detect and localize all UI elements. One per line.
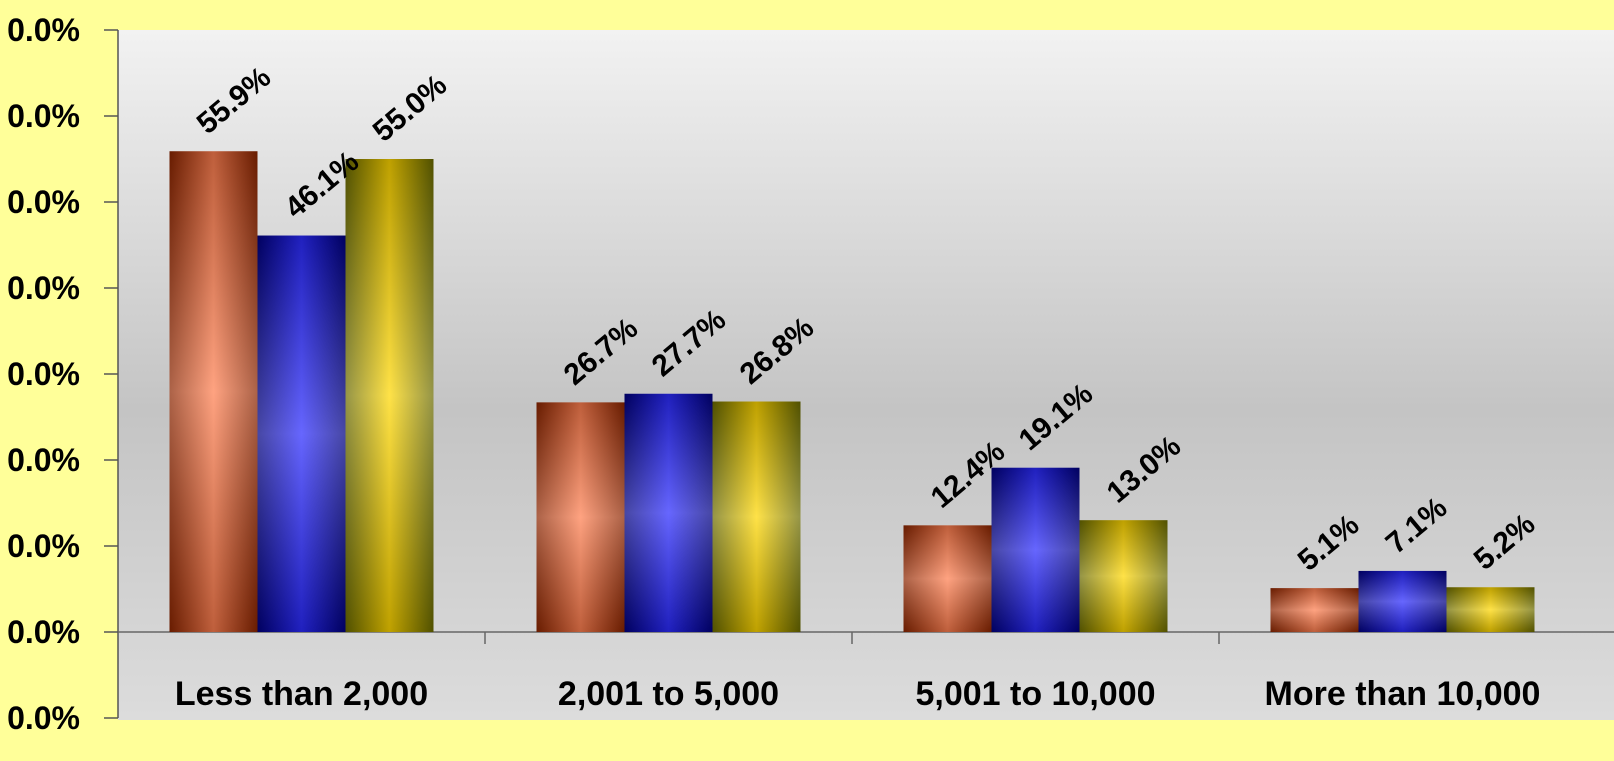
bar — [536, 402, 625, 632]
y-tick-label: 0.0% — [7, 528, 80, 564]
bar-shade — [536, 402, 625, 632]
bar — [257, 235, 346, 633]
bar-shade — [1079, 520, 1168, 632]
bar — [991, 467, 1080, 632]
bar — [903, 525, 992, 632]
y-tick-label: 0.0% — [7, 442, 80, 478]
bar — [345, 159, 434, 632]
bar — [1079, 520, 1168, 632]
x-tick-label: Less than 2,000 — [175, 675, 428, 713]
bar-shade — [1446, 587, 1535, 632]
y-tick-label: 0.0% — [7, 98, 80, 134]
bar-shade — [1358, 570, 1447, 632]
bars-layer — [169, 151, 1535, 633]
bar-shade — [257, 235, 346, 633]
bar — [1446, 587, 1535, 632]
x-tick-label: 2,001 to 5,000 — [558, 675, 779, 713]
y-tick-label: 0.0% — [7, 614, 80, 650]
bar — [712, 401, 801, 632]
y-tick-label: 0.0% — [7, 184, 80, 220]
bar-shade — [991, 467, 1080, 632]
bar-shade — [624, 393, 713, 632]
bar-shade — [1270, 588, 1359, 632]
bar-shade — [345, 159, 434, 632]
axis-layer: 0.0% 0.0% 0.0% 0.0% 0.0% 0.0% 0.0% 0.0% 0.0% Less… — [7, 12, 1614, 736]
bar — [624, 393, 713, 632]
y-tick-label: 0.0% — [7, 700, 80, 736]
bar-shade — [712, 401, 801, 632]
y-tick-label: 0.0% — [7, 356, 80, 392]
y-tick-label: 0.0% — [7, 270, 80, 306]
bar — [169, 151, 258, 632]
x-tick-label: More than 10,000 — [1265, 675, 1541, 713]
y-tick-label: 0.0% — [7, 12, 80, 48]
x-tick-label: 5,001 to 10,000 — [915, 675, 1155, 713]
bar-shade — [903, 525, 992, 632]
bar — [1270, 588, 1359, 632]
bar — [1358, 570, 1447, 632]
bar-shade — [169, 151, 258, 632]
